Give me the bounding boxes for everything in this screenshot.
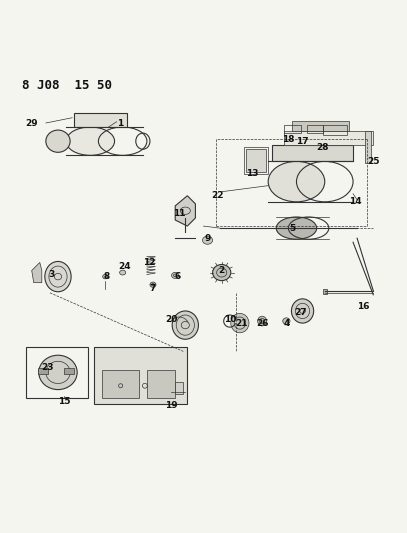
Text: 11: 11 xyxy=(173,209,186,219)
Text: 16: 16 xyxy=(357,302,370,311)
Bar xyxy=(246,149,266,172)
Ellipse shape xyxy=(231,313,249,333)
Text: 26: 26 xyxy=(256,319,268,328)
Ellipse shape xyxy=(103,274,108,279)
Text: 1: 1 xyxy=(118,118,124,127)
Text: 29: 29 xyxy=(25,118,38,127)
Text: 2: 2 xyxy=(219,266,225,275)
Text: 20: 20 xyxy=(165,314,177,324)
Bar xyxy=(103,369,139,398)
Bar xyxy=(284,125,300,133)
Ellipse shape xyxy=(39,355,77,390)
Text: 21: 21 xyxy=(236,319,248,328)
Ellipse shape xyxy=(291,299,314,323)
Text: 8 J08  15 50: 8 J08 15 50 xyxy=(22,78,112,92)
Bar xyxy=(38,368,48,374)
Text: 23: 23 xyxy=(42,363,54,372)
Ellipse shape xyxy=(46,130,70,152)
Text: 27: 27 xyxy=(294,309,307,318)
Bar xyxy=(26,348,88,398)
Text: 15: 15 xyxy=(58,398,70,407)
Ellipse shape xyxy=(212,264,231,281)
Text: 22: 22 xyxy=(211,191,224,200)
Polygon shape xyxy=(284,131,373,145)
Text: 28: 28 xyxy=(317,143,329,152)
Text: 19: 19 xyxy=(165,401,177,410)
Bar xyxy=(175,382,183,394)
Text: 12: 12 xyxy=(143,258,155,267)
Ellipse shape xyxy=(45,262,71,292)
Ellipse shape xyxy=(268,161,325,202)
Bar xyxy=(94,348,187,404)
Bar xyxy=(244,147,268,174)
Ellipse shape xyxy=(120,270,126,275)
Ellipse shape xyxy=(283,318,290,324)
Text: 5: 5 xyxy=(289,224,295,232)
Text: 17: 17 xyxy=(296,136,309,146)
Bar xyxy=(147,369,175,398)
Polygon shape xyxy=(272,145,353,161)
Text: 25: 25 xyxy=(367,157,379,166)
Text: 13: 13 xyxy=(246,169,258,178)
Text: 7: 7 xyxy=(150,284,156,293)
Text: 4: 4 xyxy=(283,319,289,328)
Ellipse shape xyxy=(150,282,156,287)
Ellipse shape xyxy=(172,311,199,340)
Text: 9: 9 xyxy=(204,233,211,243)
Ellipse shape xyxy=(258,316,267,326)
Text: 14: 14 xyxy=(349,197,361,206)
Bar xyxy=(323,125,347,135)
Bar xyxy=(64,368,74,374)
Text: 6: 6 xyxy=(174,272,180,281)
Ellipse shape xyxy=(276,217,317,239)
Bar xyxy=(306,125,323,133)
Bar xyxy=(292,121,349,131)
Text: 8: 8 xyxy=(103,272,109,281)
Ellipse shape xyxy=(66,127,115,155)
Bar xyxy=(323,289,327,294)
Ellipse shape xyxy=(203,236,212,244)
Polygon shape xyxy=(32,262,42,282)
Text: 3: 3 xyxy=(49,270,55,279)
Polygon shape xyxy=(74,113,127,127)
Polygon shape xyxy=(365,131,371,164)
Text: 18: 18 xyxy=(282,135,295,144)
Ellipse shape xyxy=(172,272,179,278)
Polygon shape xyxy=(175,196,195,226)
Text: 10: 10 xyxy=(223,314,236,324)
Text: 24: 24 xyxy=(118,262,131,271)
